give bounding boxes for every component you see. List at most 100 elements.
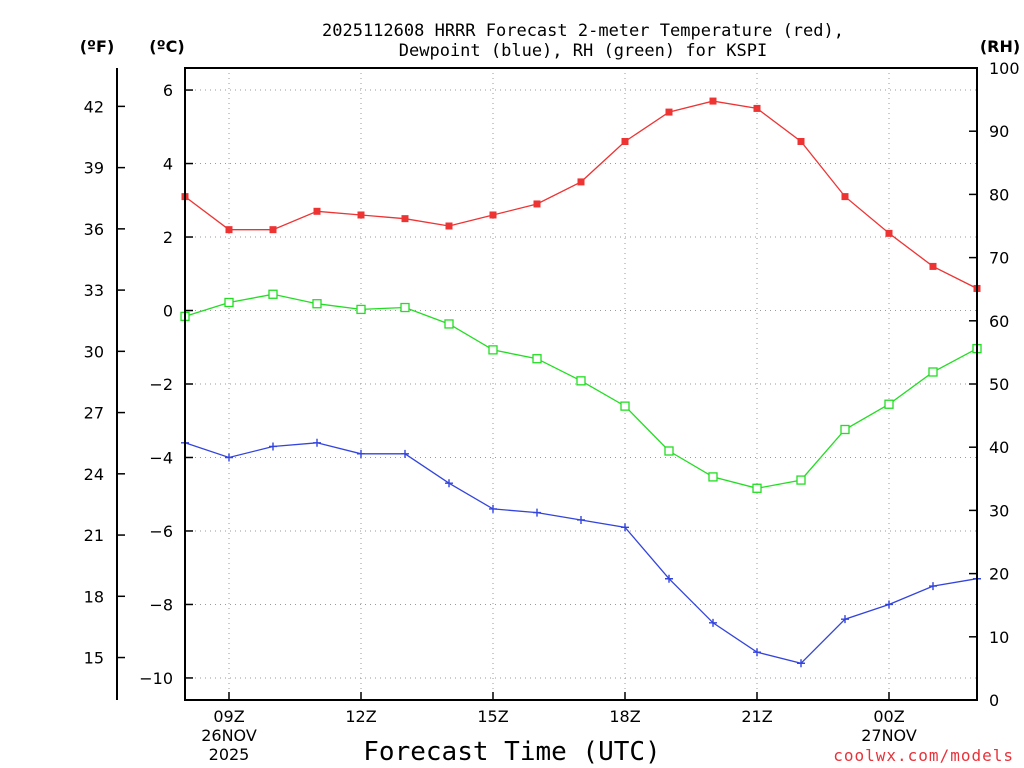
celsius-tick-label: 2 <box>163 228 173 247</box>
grid-lines <box>185 68 977 700</box>
temperature-point <box>841 193 849 201</box>
x-tick-label: 15Z <box>477 707 508 726</box>
rh-point <box>400 302 410 313</box>
temperature-line <box>184 100 978 290</box>
dewpoint-point <box>577 515 585 524</box>
rh-point <box>576 376 586 386</box>
temperature-point <box>313 207 321 215</box>
rh-point <box>620 401 630 411</box>
temperature-point <box>621 137 629 145</box>
dewpoint-point <box>313 438 321 447</box>
fahrenheit-tick-label: 18 <box>84 587 104 606</box>
x-tick-label: 12Z <box>345 707 376 726</box>
dewpoint-point <box>665 574 673 583</box>
temperature-point <box>709 97 717 105</box>
rh-point <box>488 345 498 355</box>
rh-point <box>268 289 278 299</box>
rh-line <box>184 293 978 489</box>
temperature-point <box>533 200 541 208</box>
temperature-point <box>929 262 937 270</box>
rh-tick-label: 90 <box>989 122 1009 141</box>
x-tick-label: 00Z <box>873 707 904 726</box>
rh-tick-label: 30 <box>989 501 1009 520</box>
dewpoint-point <box>401 449 409 458</box>
temperature-point <box>357 211 365 219</box>
x-tick-label: 09Z <box>213 707 244 726</box>
dewpoint-point <box>885 600 893 609</box>
dewpoint-point <box>225 453 233 462</box>
dewpoint-point <box>929 582 937 591</box>
fahrenheit-tick-label: 33 <box>84 281 104 300</box>
x-tick-label: 2025 <box>209 745 250 764</box>
dewpoint-line <box>184 442 978 665</box>
rh-tick-label: 50 <box>989 375 1009 394</box>
dewpoint-point <box>709 618 717 627</box>
rh-tick-label: 20 <box>989 565 1009 584</box>
dewpoint-point <box>797 659 805 668</box>
rh-tick-label: 60 <box>989 312 1009 331</box>
rh-point <box>224 297 234 308</box>
rh-point <box>796 475 806 485</box>
rh-point <box>356 304 366 315</box>
chart-title-line2: Dewpoint (blue), RH (green) for KSPI <box>399 41 767 61</box>
rh-point <box>708 472 718 482</box>
temperature-point <box>797 137 805 145</box>
fahrenheit-tick-label: 21 <box>84 526 104 545</box>
dewpoint-point <box>841 615 849 624</box>
rh-point <box>752 483 762 493</box>
x-tick-label: 18Z <box>609 707 640 726</box>
temperature-point <box>489 211 497 219</box>
rh-tick-label: 40 <box>989 438 1009 457</box>
rh-unit-label: (RH) <box>980 37 1020 56</box>
fahrenheit-tick-label: 39 <box>84 159 104 178</box>
celsius-tick-label: −10 <box>139 669 173 688</box>
rh-point <box>444 319 454 329</box>
x-tick-label: 26NOV <box>201 726 257 745</box>
dewpoint-point <box>357 449 365 458</box>
rh-point <box>928 367 938 377</box>
dewpoint-point <box>621 523 629 532</box>
x-axis-title: Forecast Time (UTC) <box>363 737 660 767</box>
rh-point <box>840 424 850 435</box>
rh-point <box>664 446 674 456</box>
celsius-tick-label: −4 <box>149 448 173 467</box>
dewpoint-point <box>489 504 497 513</box>
celsius-tick-label: 4 <box>163 155 173 174</box>
temperature-point <box>885 229 893 237</box>
temperature-point <box>269 226 277 234</box>
rh-tick-label: 70 <box>989 249 1009 268</box>
series-layer <box>180 97 982 668</box>
rh-tick-label: 80 <box>989 185 1009 204</box>
fahrenheit-tick-label: 15 <box>84 649 104 668</box>
rh-tick-label: 10 <box>989 628 1009 647</box>
celsius-unit-label: (ºC) <box>149 37 184 56</box>
rh-point <box>312 299 322 309</box>
fahrenheit-tick-label: 36 <box>84 220 104 239</box>
celsius-tick-label: −8 <box>149 595 173 614</box>
temperature-point <box>401 215 409 223</box>
temperature-point <box>445 222 453 230</box>
rh-point <box>884 399 894 409</box>
rh-tick-label: 0 <box>989 691 999 710</box>
dewpoint-point <box>445 479 453 488</box>
fahrenheit-unit-label: (ºF) <box>80 37 115 56</box>
rh-point <box>532 354 542 364</box>
celsius-tick-label: −6 <box>149 522 173 541</box>
temperature-point <box>753 104 761 112</box>
rh-tick-label: 100 <box>989 59 1020 78</box>
fahrenheit-tick-label: 24 <box>84 465 104 484</box>
chart-title: 2025112608 HRRR Forecast 2-meter Tempera… <box>322 21 844 41</box>
credit-text: coolwx.com/models <box>833 746 1014 765</box>
temperature-point <box>665 108 673 116</box>
temperature-point <box>577 178 585 186</box>
celsius-tick-label: 6 <box>163 81 173 100</box>
dewpoint-point <box>753 648 761 657</box>
temperature-point <box>225 226 233 234</box>
celsius-tick-label: 0 <box>163 302 173 321</box>
fahrenheit-tick-label: 42 <box>84 97 104 116</box>
fahrenheit-tick-label: 27 <box>84 404 104 423</box>
dewpoint-point <box>533 508 541 517</box>
fahrenheit-tick-label: 30 <box>84 342 104 361</box>
